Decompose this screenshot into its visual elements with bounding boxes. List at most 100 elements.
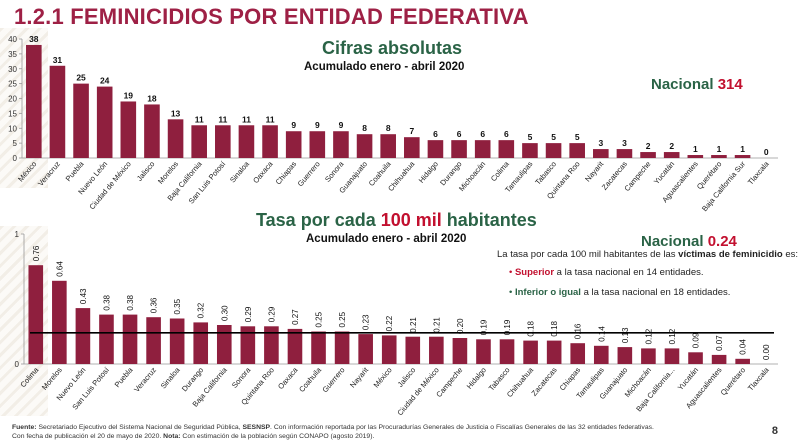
data-label: 0.00 bbox=[762, 344, 771, 360]
rate-note-superior-text: a la tasa nacional en 14 entidades. bbox=[556, 267, 704, 279]
bar-sinaloa bbox=[169, 318, 185, 364]
bar-zacatecas bbox=[546, 340, 562, 364]
data-label: 25 bbox=[76, 73, 86, 83]
category-label: Querétaro bbox=[719, 366, 748, 398]
bar-chiapas bbox=[570, 343, 586, 364]
footer-fuente-text2: . Con información reportada por las Proc… bbox=[270, 424, 654, 431]
category-label: Oaxaca bbox=[276, 365, 300, 391]
data-label: 9 bbox=[339, 120, 344, 130]
bar-ciudad-de-mexico bbox=[120, 101, 137, 158]
data-label: 0.64 bbox=[55, 261, 64, 277]
bar-san-luis-potosi bbox=[99, 314, 114, 364]
page-title: 1.2.1 FEMINICIDIOS POR ENTIDAD FEDERATIV… bbox=[14, 4, 529, 29]
bar-puebla bbox=[73, 83, 89, 158]
data-label: 3 bbox=[598, 138, 603, 148]
bottom-nacional-value: 0.24 bbox=[707, 233, 737, 250]
bar-guerrero bbox=[309, 131, 326, 158]
data-label: 6 bbox=[504, 129, 509, 139]
category-label: Colima bbox=[489, 159, 511, 183]
bottom-chart-title-highlight: 100 mil bbox=[380, 210, 442, 230]
data-label: 0.18 bbox=[527, 320, 536, 336]
y-tick-label: 5 bbox=[13, 139, 18, 148]
bar-baja-california bbox=[191, 125, 207, 158]
bottom-nacional-rate: Nacional 0.24 bbox=[641, 233, 737, 250]
data-label: 0.35 bbox=[173, 298, 182, 314]
bar-colima bbox=[498, 140, 515, 158]
y-tick-label: 40 bbox=[8, 35, 17, 44]
data-label: 0.29 bbox=[267, 306, 276, 322]
category-label: Hidalgo bbox=[465, 366, 488, 391]
category-label: Sonora bbox=[230, 365, 253, 390]
data-label: 0.36 bbox=[150, 297, 159, 313]
data-label: 0.30 bbox=[220, 305, 229, 321]
bar-jalisco bbox=[144, 104, 160, 158]
data-label: 0.12 bbox=[668, 328, 677, 344]
bar-durango bbox=[451, 140, 467, 158]
bar-nayarit bbox=[593, 149, 609, 158]
category-label: Jalisco bbox=[135, 160, 157, 183]
data-label: 0.23 bbox=[362, 314, 371, 330]
bar-sonora bbox=[333, 131, 349, 158]
data-label: 18 bbox=[147, 93, 157, 103]
category-label: Oaxaca bbox=[251, 159, 275, 185]
category-label: Morelos bbox=[40, 365, 64, 391]
bar-baja-california bbox=[216, 325, 232, 364]
data-label: 5 bbox=[551, 132, 556, 142]
data-label: 11 bbox=[218, 114, 227, 124]
bar-nuevo-leon bbox=[96, 86, 113, 158]
bar-chiapas bbox=[285, 131, 302, 158]
data-label: 7 bbox=[409, 126, 414, 136]
rate-note-intro-bold: víctimas de feminicidio bbox=[678, 249, 783, 260]
page-number: 8 bbox=[771, 425, 778, 437]
category-label: Jalisco bbox=[396, 366, 418, 389]
bottom-chart-title-after: habitantes bbox=[446, 210, 537, 230]
y-tick-label: 25 bbox=[8, 80, 17, 89]
bar-queretaro bbox=[711, 155, 727, 158]
bar-guerrero bbox=[334, 331, 350, 364]
data-label: 3 bbox=[622, 138, 627, 148]
bar-mexico bbox=[381, 335, 397, 364]
footer-fuente-text: Secretariado Ejecutivo del Sistema Nacio… bbox=[38, 424, 241, 431]
data-label: 13 bbox=[171, 108, 181, 118]
bar-tamaulipas bbox=[522, 143, 538, 158]
category-label: Guerrero bbox=[296, 160, 322, 189]
bar-michoacan bbox=[641, 348, 656, 364]
category-label: Coahuila bbox=[297, 365, 323, 394]
y-tick-label: 15 bbox=[8, 109, 17, 118]
bar-veracruz bbox=[146, 317, 161, 364]
data-label: 0.04 bbox=[739, 339, 748, 355]
y-tick-label: 0 bbox=[13, 154, 18, 163]
rate-note: La tasa por cada 100 mil habitantes de l… bbox=[497, 249, 800, 306]
y-tick-label: 0 bbox=[15, 360, 20, 369]
data-label: 38 bbox=[29, 34, 39, 44]
bar-hidalgo bbox=[476, 339, 491, 364]
bar-aguascalientes bbox=[711, 354, 727, 364]
bar-oaxaca bbox=[262, 125, 278, 158]
data-label: 6 bbox=[480, 129, 485, 139]
data-label: 0.07 bbox=[715, 335, 724, 351]
data-label: 0.76 bbox=[32, 245, 41, 261]
bar-mexico bbox=[26, 44, 42, 159]
bar-coahuila bbox=[311, 331, 326, 364]
rate-note-list: • Superior a la tasa nacional en 14 enti… bbox=[497, 267, 800, 299]
bar-yucatan bbox=[663, 152, 680, 158]
bar-sonora bbox=[240, 326, 256, 364]
data-label: 0.14 bbox=[597, 326, 606, 342]
category-label: Veracruz bbox=[132, 365, 158, 394]
y-tick-label: 30 bbox=[8, 65, 17, 74]
bar-yucatan bbox=[688, 352, 703, 364]
data-label: 0.27 bbox=[291, 309, 300, 325]
category-label: Guerrero bbox=[320, 366, 346, 395]
category-label: Puebla bbox=[64, 159, 86, 183]
data-label: 11 bbox=[195, 114, 204, 124]
bar-durango bbox=[193, 322, 209, 364]
data-label: 9 bbox=[315, 120, 320, 130]
bar-chihuahua bbox=[404, 137, 420, 158]
data-label: 0.43 bbox=[79, 288, 88, 304]
category-label: México bbox=[16, 160, 38, 184]
bar-nuevo-leon bbox=[75, 308, 91, 364]
data-label: 8 bbox=[386, 123, 391, 133]
category-label: Nayarit bbox=[583, 159, 606, 184]
data-label: 11 bbox=[242, 114, 251, 124]
category-label: Sinaloa bbox=[159, 365, 183, 391]
